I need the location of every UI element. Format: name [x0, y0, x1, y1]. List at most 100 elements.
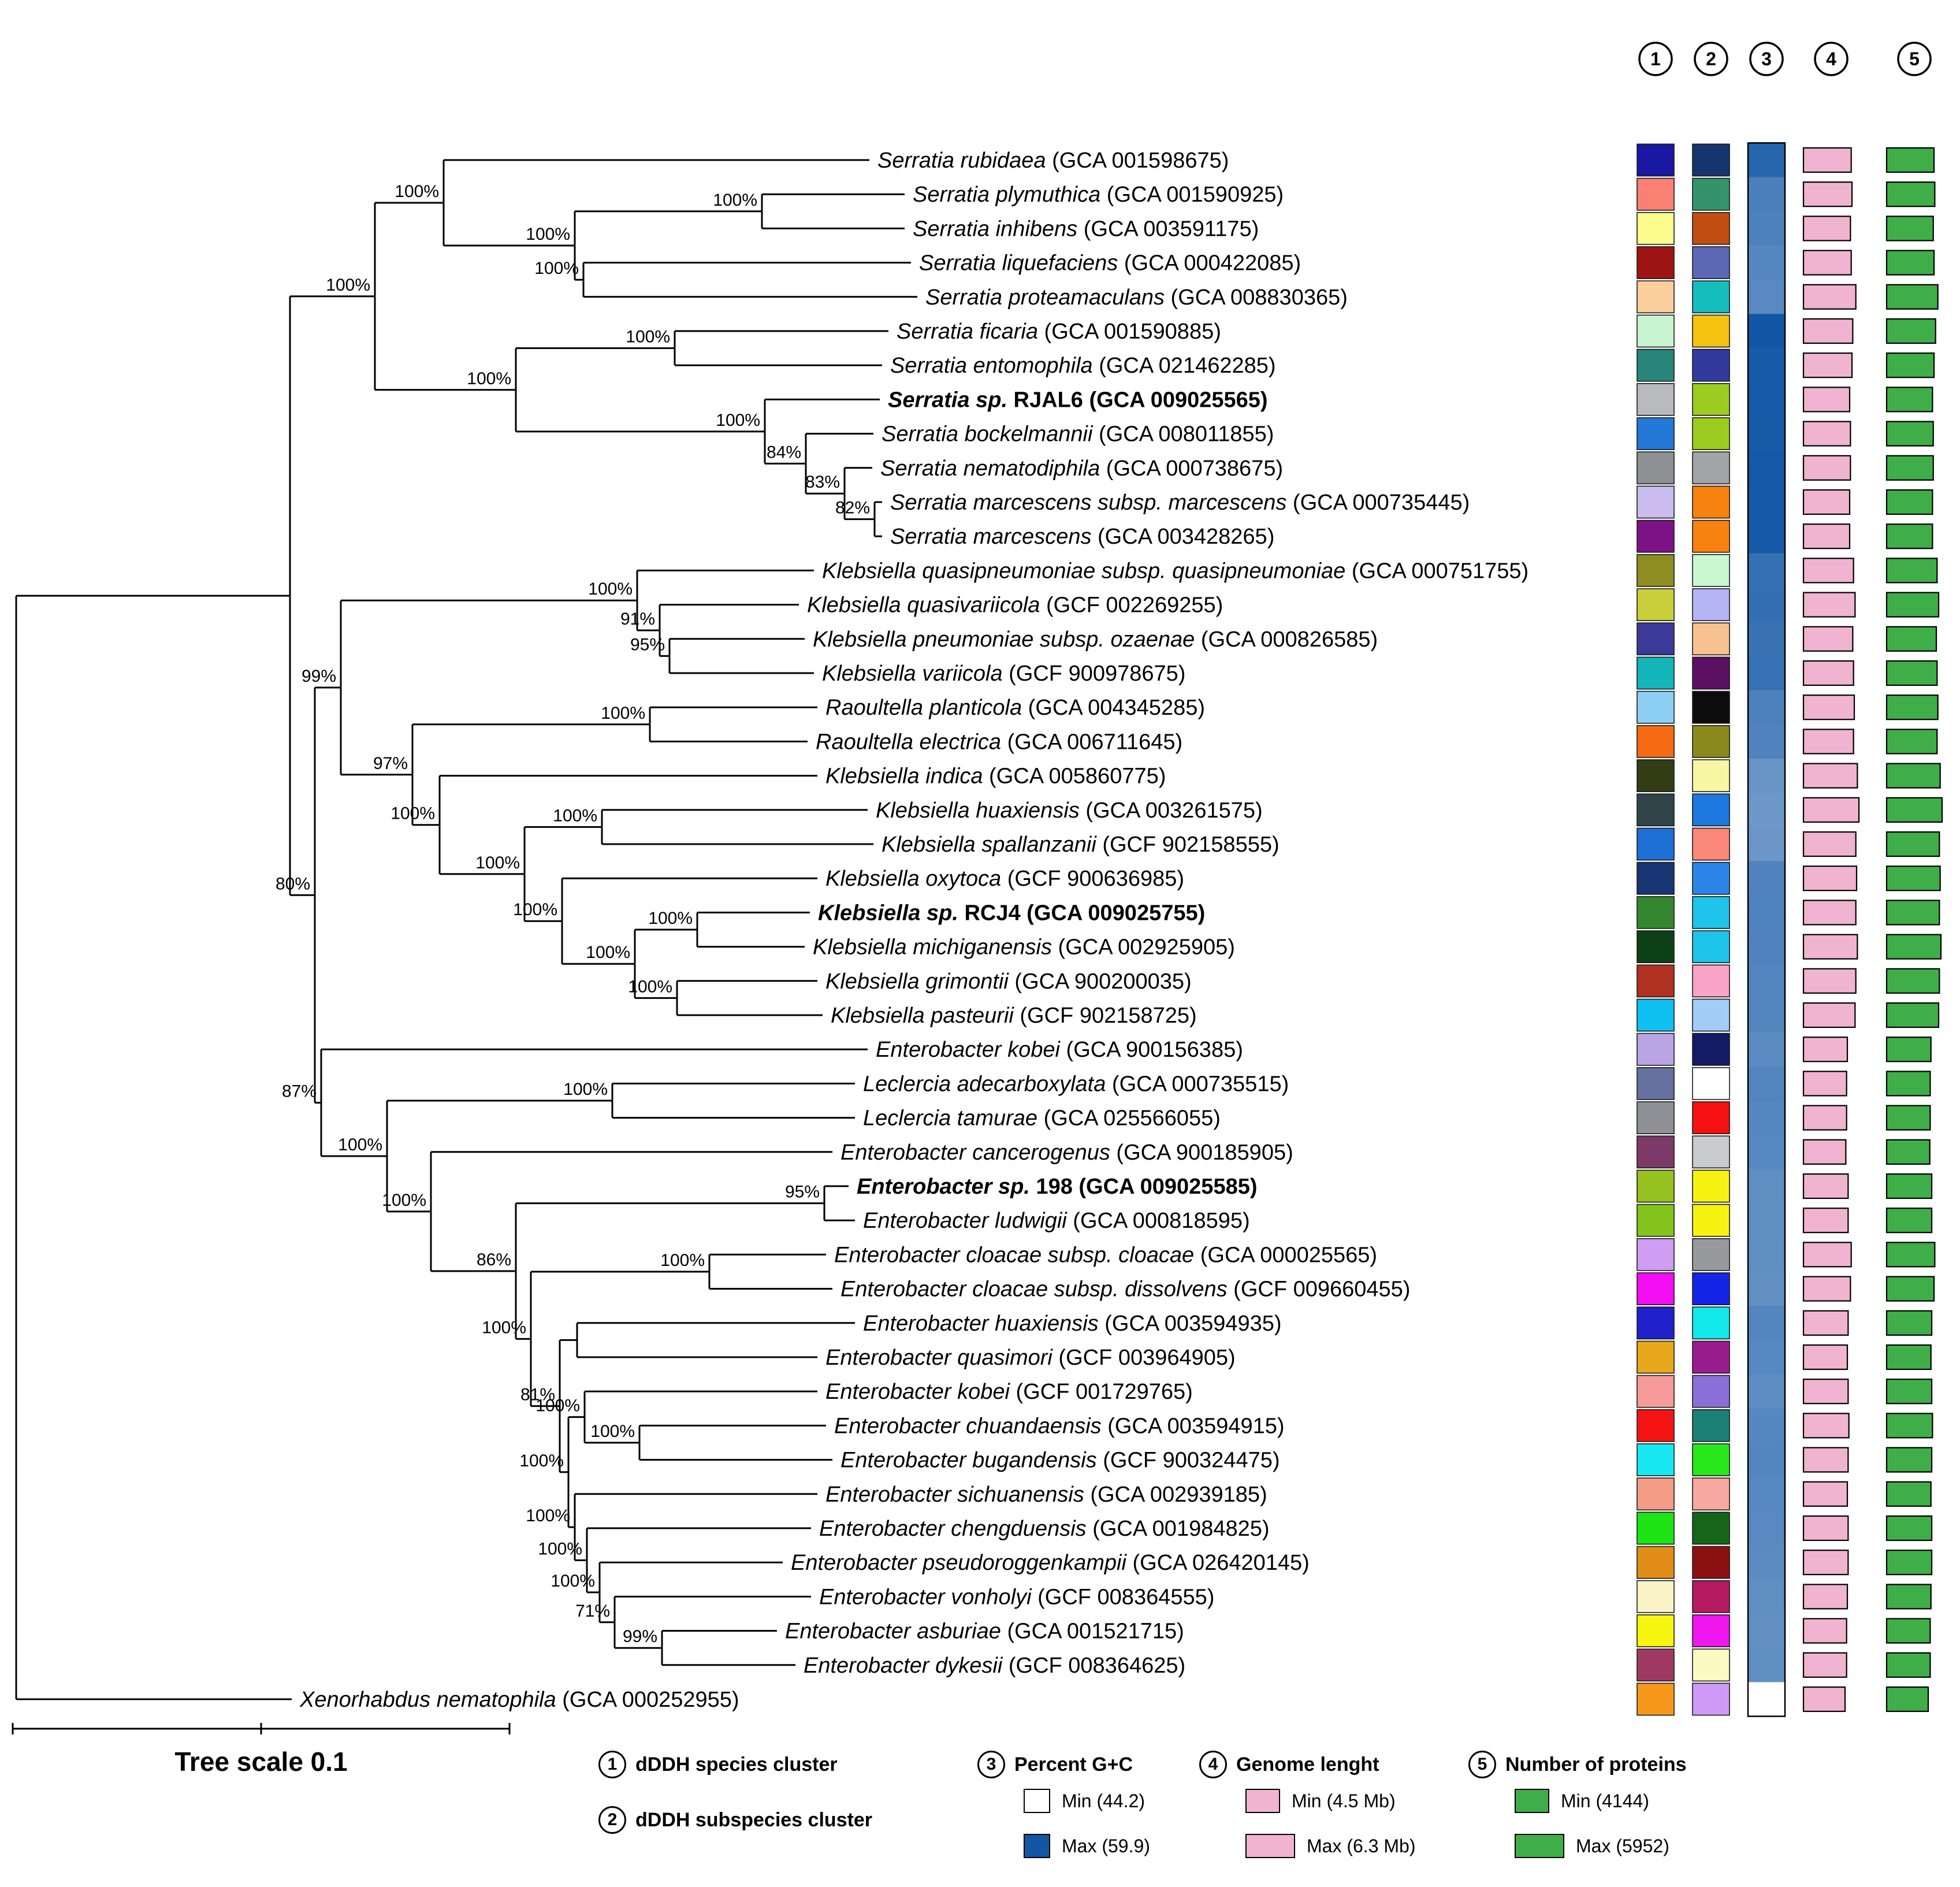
species-cluster-cell	[1637, 1306, 1675, 1340]
gc-cell	[1748, 690, 1785, 725]
subspecies-cluster-cell	[1692, 348, 1730, 382]
leaf-label: Enterobacter chengduensis (GCA 001984825…	[819, 1517, 1270, 1541]
protein-count-bar	[1885, 455, 1934, 481]
genome-length-bar	[1802, 1379, 1849, 1405]
species-cluster-cell	[1637, 690, 1675, 724]
subspecies-cluster-cell	[1692, 930, 1730, 964]
legend-number-4-icon: 4	[1199, 1751, 1227, 1778]
gc-cell	[1748, 1443, 1785, 1477]
bootstrap-label: 100%	[626, 328, 670, 347]
bootstrap-label: 100%	[648, 909, 693, 928]
bootstrap-label: 87%	[282, 1082, 317, 1101]
bootstrap-label: 100%	[519, 1451, 564, 1470]
column-header-circle-icon	[1814, 42, 1849, 76]
subspecies-cluster-cell	[1692, 1409, 1730, 1442]
species-cluster-cell	[1637, 211, 1675, 245]
protein-count-bar	[1885, 147, 1935, 173]
bootstrap-label: 99%	[302, 667, 336, 686]
protein-count-bar	[1885, 489, 1933, 515]
gc-cell	[1748, 382, 1785, 417]
bootstrap-label: 100%	[588, 580, 633, 599]
genome-length-bar	[1802, 1652, 1847, 1678]
genome-length-bar	[1802, 831, 1857, 857]
bootstrap-label: 100%	[475, 853, 520, 872]
leaf-label: Serratia sp. RJAL6 (GCA 009025565)	[888, 388, 1268, 412]
genome-length-bar	[1802, 797, 1860, 823]
legend-label-genome-length: Genome lenght	[1236, 1753, 1379, 1775]
protein-count-bar	[1885, 694, 1939, 720]
proteins-max-row: Max (5952)	[1515, 1834, 1669, 1858]
subspecies-cluster-cell	[1692, 1340, 1730, 1374]
genome-length-bar	[1802, 523, 1851, 549]
subspecies-cluster-cell	[1692, 485, 1730, 519]
genome-max-label: Max (6.3 Mb)	[1307, 1835, 1416, 1856]
bootstrap-label: 100%	[326, 276, 370, 295]
gc-cell	[1748, 519, 1785, 554]
gc-cell	[1748, 861, 1785, 896]
genome-length-bar	[1802, 1413, 1850, 1439]
genome-length-bar	[1802, 968, 1857, 994]
protein-count-bar	[1885, 1379, 1933, 1405]
leaf-label: Enterobacter cancerogenus (GCA 900185905…	[840, 1141, 1293, 1165]
bootstrap-label: 100%	[551, 1572, 595, 1591]
legend-item-gc: 3 Percent G+C	[977, 1751, 1133, 1778]
gc-cell	[1748, 1169, 1785, 1204]
legend-label-gc: Percent G+C	[1014, 1753, 1133, 1775]
genome-length-bar	[1802, 1242, 1852, 1268]
subspecies-cluster-cell	[1692, 143, 1730, 177]
protein-count-bar	[1885, 1242, 1936, 1268]
protein-count-bar	[1885, 1208, 1933, 1234]
genome-length-bar	[1802, 1310, 1849, 1336]
subspecies-cluster-cell	[1692, 1375, 1730, 1408]
subspecies-cluster-cell	[1692, 1067, 1730, 1100]
species-cluster-cell	[1637, 1375, 1675, 1408]
gc-cell	[1748, 1203, 1785, 1238]
legend-label-proteins: Number of proteins	[1505, 1753, 1687, 1775]
protein-count-bar	[1885, 352, 1935, 378]
gc-cell	[1748, 1408, 1785, 1443]
species-cluster-cell	[1637, 1101, 1675, 1135]
protein-count-bar	[1885, 1686, 1929, 1713]
protein-count-bar	[1885, 1139, 1931, 1165]
column-header-number: 2	[1706, 49, 1716, 69]
genome-length-bar	[1802, 1071, 1847, 1097]
protein-count-bar	[1885, 1481, 1932, 1507]
gc-cell	[1748, 1614, 1785, 1648]
leaf-label: Klebsiella indica (GCA 005860775)	[825, 764, 1166, 789]
bootstrap-label: 100%	[601, 704, 645, 723]
gc-cell	[1748, 1306, 1785, 1340]
protein-count-bar	[1885, 1276, 1935, 1302]
protein-count-bar	[1885, 1550, 1933, 1576]
species-cluster-cell	[1637, 1443, 1675, 1477]
subspecies-cluster-cell	[1692, 1169, 1730, 1203]
protein-count-bar	[1885, 592, 1940, 618]
leaf-label: Enterobacter cloacae subsp. cloacae (GCA…	[834, 1243, 1377, 1267]
genome-length-bar	[1802, 592, 1856, 618]
leaf-label: Xenorhabdus nematophila (GCA 000252955)	[299, 1688, 739, 1712]
legend-item-genome-length: 4 Genome lenght	[1199, 1751, 1379, 1778]
protein-count-bar	[1885, 934, 1942, 960]
subspecies-cluster-cell	[1692, 177, 1730, 211]
leaf-label: Serratia marcescens subsp. marcescens (G…	[890, 491, 1470, 515]
subspecies-cluster-cell	[1692, 656, 1730, 690]
protein-count-bar	[1885, 866, 1941, 892]
bootstrap-label: 99%	[623, 1627, 657, 1646]
subspecies-cluster-cell	[1692, 417, 1730, 451]
subspecies-cluster-cell	[1692, 1546, 1730, 1579]
protein-count-bar	[1885, 523, 1933, 549]
genome-length-bar	[1802, 626, 1854, 652]
subspecies-cluster-cell	[1692, 1135, 1730, 1169]
bootstrap-label: 100%	[563, 1080, 608, 1099]
species-cluster-cell	[1637, 1682, 1675, 1716]
protein-count-bar	[1885, 421, 1934, 447]
species-cluster-cell	[1637, 1648, 1675, 1682]
tree-branches: 100% 100% Serratia rubidaea (GCA 001598675…	[15, 148, 1528, 1712]
species-cluster-cell	[1637, 348, 1675, 382]
gc-cell	[1748, 1101, 1785, 1135]
leaf-label: Klebsiella huaxiensis (GCA 003261575)	[876, 798, 1263, 823]
bootstrap-label: 71%	[575, 1602, 610, 1621]
bootstrap-label: 95%	[630, 635, 665, 654]
protein-count-bar	[1885, 660, 1938, 686]
genome-length-bar	[1802, 934, 1858, 960]
legend-item-proteins: 5 Number of proteins	[1468, 1751, 1687, 1778]
